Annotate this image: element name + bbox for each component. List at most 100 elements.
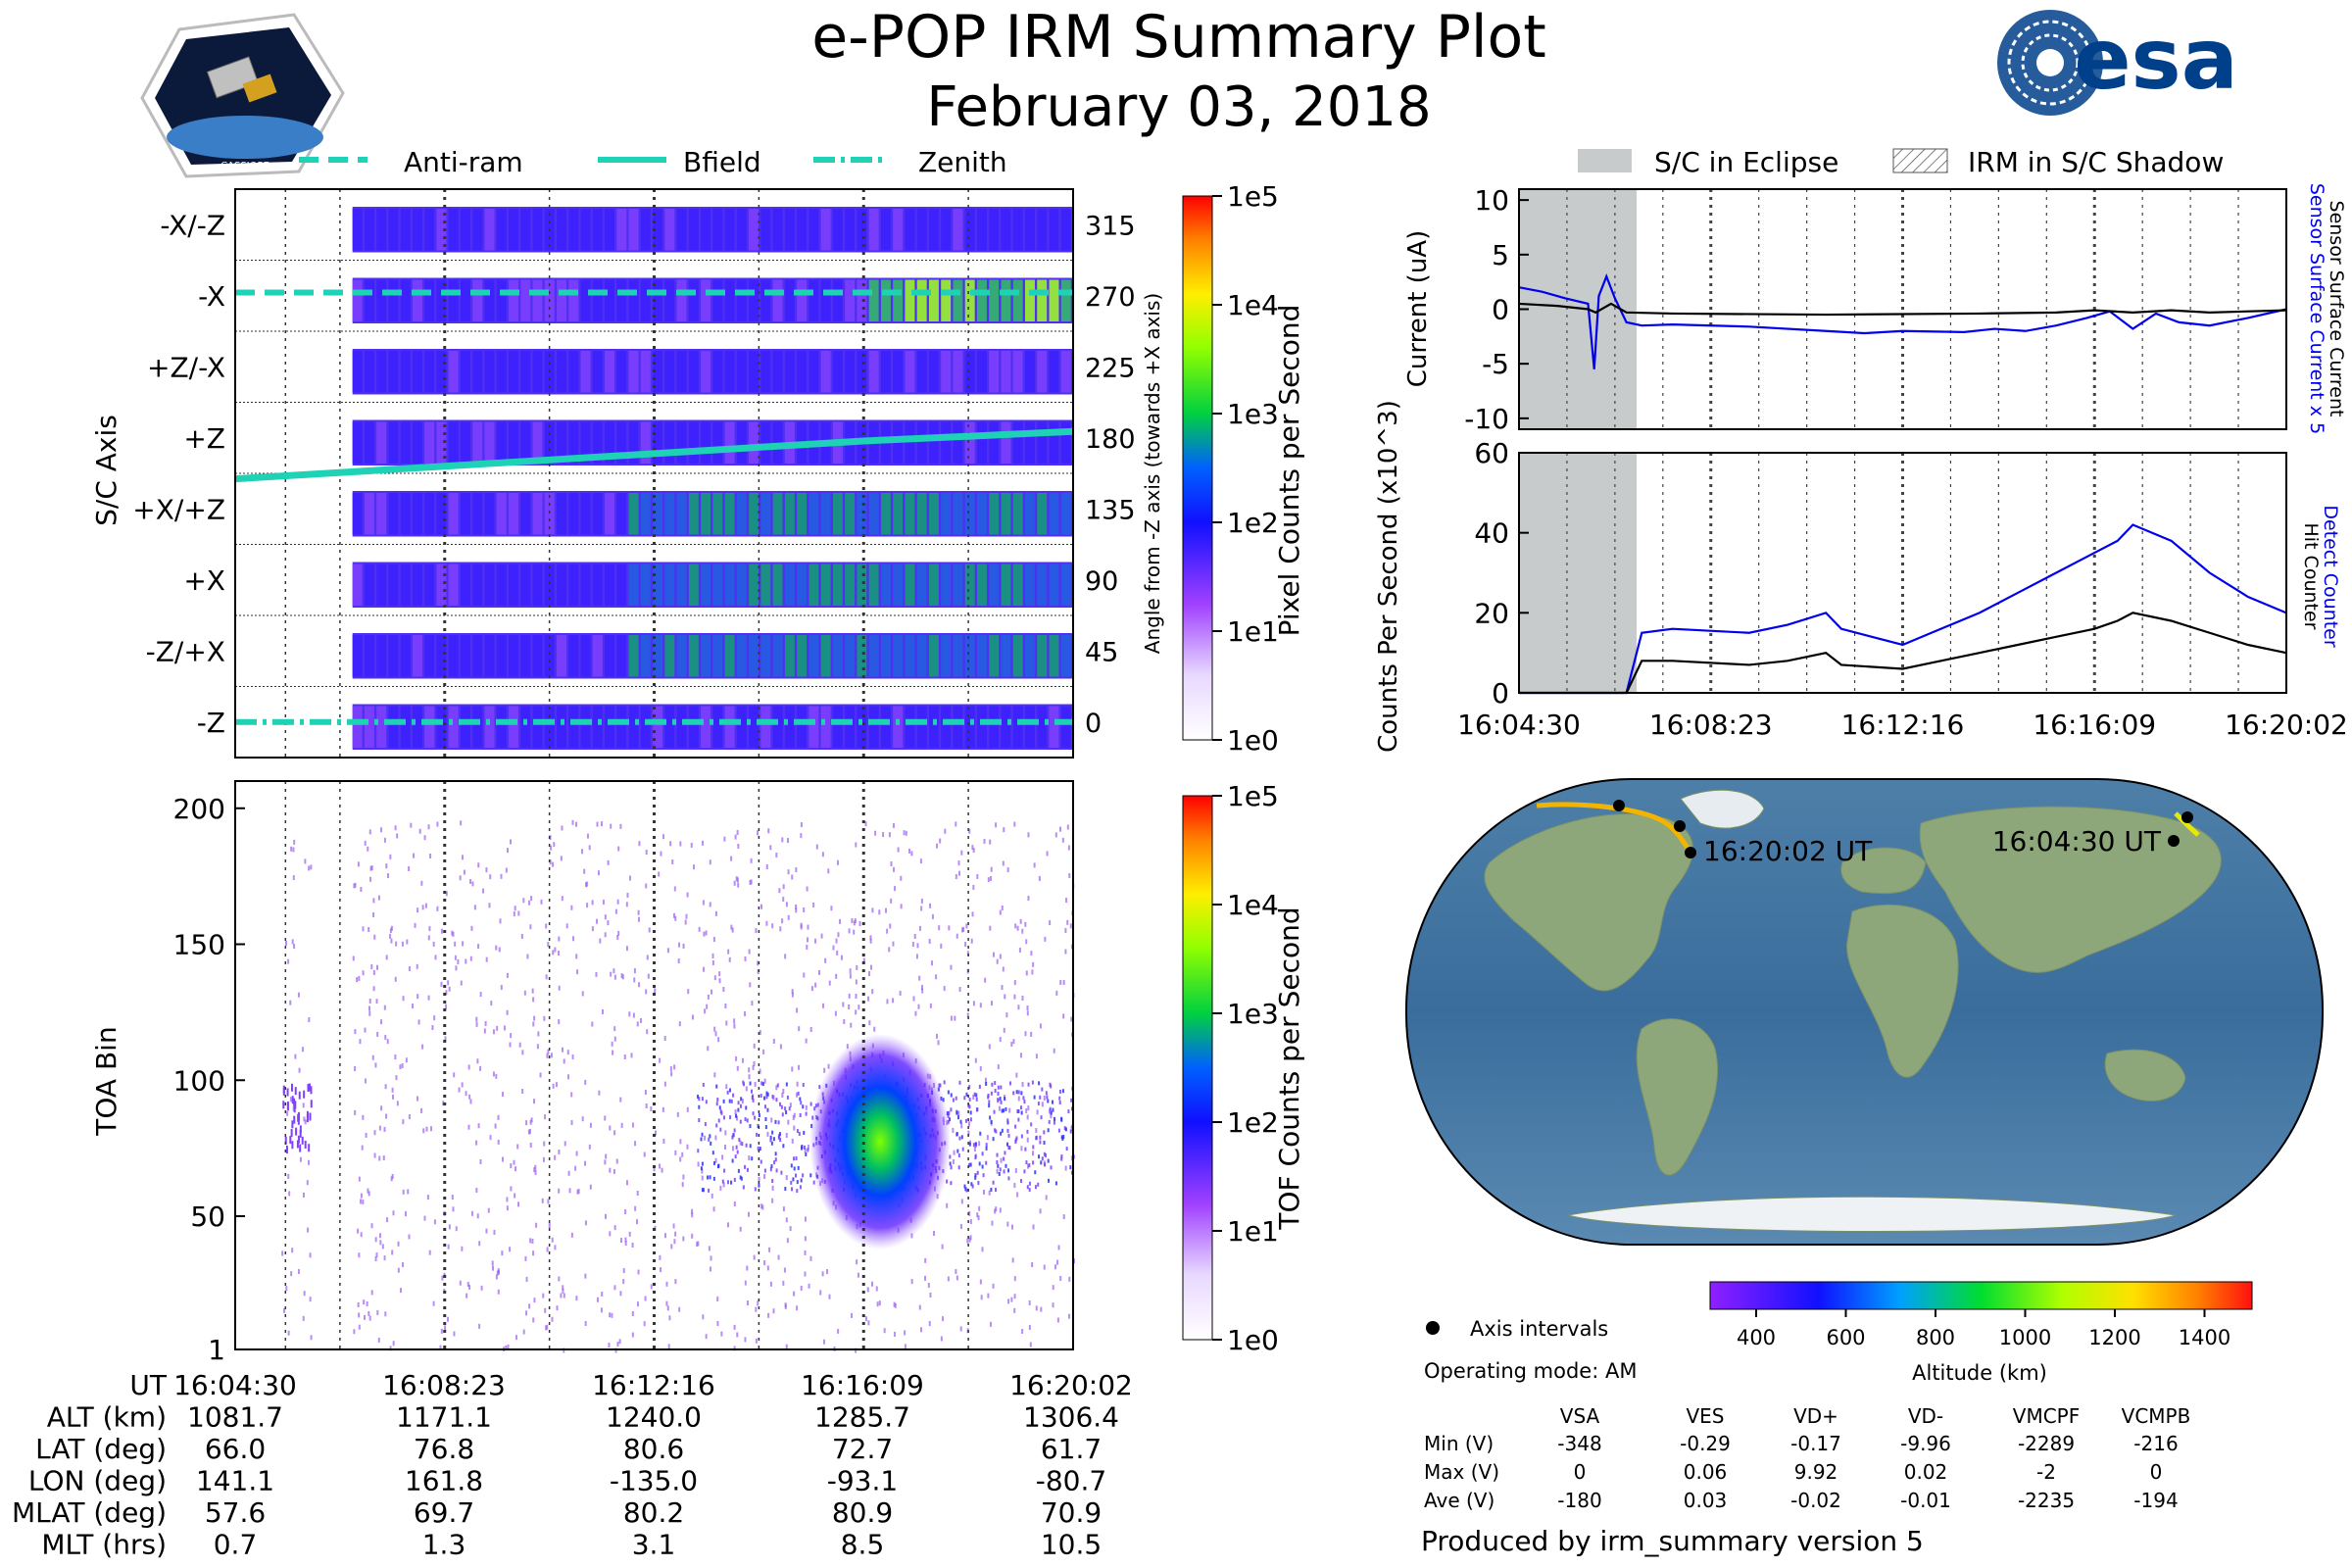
mission-logo: CASSIOPE bbox=[140, 13, 345, 178]
pixel-cell bbox=[749, 493, 760, 535]
tof-noise-dot bbox=[958, 870, 961, 876]
tof-noise-dot bbox=[299, 1156, 302, 1162]
tof-noise-dot bbox=[515, 1335, 518, 1341]
tof-noise-dot bbox=[580, 849, 583, 855]
tof-noise-dot bbox=[558, 936, 561, 942]
tof-noise-dot bbox=[497, 1114, 500, 1120]
tof-noise-dot bbox=[416, 1096, 418, 1102]
tof-noise-dot bbox=[471, 881, 474, 887]
tof-noise-dot bbox=[585, 882, 588, 888]
tof-band-dot bbox=[1003, 1108, 1005, 1113]
tof-noise-dot bbox=[996, 1168, 999, 1174]
tof-noise-dot bbox=[1057, 1245, 1060, 1250]
tof-band-dot bbox=[1034, 1170, 1037, 1175]
tof-early-dot bbox=[286, 1088, 289, 1097]
pixel-cell bbox=[352, 279, 363, 321]
tof-noise-dot bbox=[1043, 1264, 1046, 1270]
tof-band-dot bbox=[739, 1175, 742, 1180]
tof-noise-dot bbox=[591, 1021, 594, 1027]
tof-band-dot bbox=[752, 1098, 755, 1102]
pixel-cell bbox=[400, 564, 411, 606]
tof-noise-dot bbox=[368, 829, 371, 835]
pixel-cell bbox=[857, 279, 867, 321]
tof-noise-dot bbox=[950, 1015, 953, 1021]
tof-noise-dot bbox=[448, 986, 451, 992]
tof-noise-dot bbox=[292, 875, 295, 881]
tof-band-dot bbox=[775, 1168, 778, 1173]
tof-band-dot bbox=[760, 1094, 762, 1099]
tof-ylabel: TOA Bin bbox=[90, 1026, 122, 1136]
tof-noise-dot bbox=[545, 974, 548, 980]
pixel-cell bbox=[628, 564, 639, 606]
tof-noise-dot bbox=[609, 1312, 612, 1318]
pixel-cell bbox=[376, 706, 387, 748]
tof-noise-dot bbox=[371, 1054, 374, 1060]
tof-band-dot bbox=[996, 1160, 999, 1165]
tof-noise-dot bbox=[733, 880, 736, 886]
tof-band-dot bbox=[800, 1101, 803, 1105]
tof-band-dot bbox=[1004, 1097, 1006, 1102]
xtick-label: 16:04:30 bbox=[1457, 709, 1581, 741]
tof-noise-dot bbox=[452, 1206, 455, 1212]
tof-noise-dot bbox=[686, 1144, 689, 1150]
pixel-cell bbox=[905, 351, 915, 393]
tof-noise-dot bbox=[650, 1106, 653, 1112]
pixel-cell bbox=[953, 635, 963, 677]
tof-noise-dot bbox=[432, 941, 435, 947]
tof-band-dot bbox=[796, 1180, 799, 1185]
tof-noise-dot bbox=[775, 1085, 778, 1091]
tof-early-dot bbox=[284, 1136, 287, 1145]
tof-noise-dot bbox=[718, 971, 721, 977]
pixel-cell bbox=[472, 279, 483, 321]
tof-noise-dot bbox=[616, 934, 619, 940]
tof-noise-dot bbox=[730, 924, 733, 930]
pixel-cell bbox=[1001, 351, 1011, 393]
tof-noise-dot bbox=[402, 1119, 405, 1125]
tof-band-dot bbox=[956, 1110, 958, 1115]
tof-noise-dot bbox=[1043, 1095, 1046, 1101]
tof-noise-dot bbox=[1017, 1096, 1020, 1102]
tof-noise-dot bbox=[370, 1290, 373, 1296]
tof-noise-dot bbox=[785, 902, 788, 907]
tof-noise-dot bbox=[724, 1003, 727, 1008]
pixel-cell bbox=[808, 279, 819, 321]
tof-noise-dot bbox=[1024, 921, 1027, 927]
pixel-cell bbox=[568, 493, 579, 535]
tof-noise-dot bbox=[491, 1265, 494, 1271]
tof-noise-dot bbox=[1011, 1257, 1014, 1263]
pixel-cell bbox=[676, 421, 687, 464]
tof-noise-dot bbox=[984, 1077, 987, 1083]
tof-noise-dot bbox=[761, 1204, 764, 1210]
tof-noise-dot bbox=[1000, 1157, 1003, 1163]
tof-noise-dot bbox=[532, 997, 535, 1003]
pixel-cell bbox=[364, 564, 374, 606]
tof-noise-dot bbox=[610, 971, 612, 977]
pixel-cell bbox=[544, 564, 555, 606]
pixel-cell bbox=[880, 564, 891, 606]
tof-noise-dot bbox=[391, 1094, 394, 1100]
tof-band-dot bbox=[764, 1125, 767, 1130]
tof-band-dot bbox=[749, 1144, 752, 1149]
tof-band-dot bbox=[798, 1131, 801, 1136]
tof-noise-dot bbox=[894, 1302, 897, 1308]
tof-band-dot bbox=[1039, 1140, 1042, 1145]
tof-peak-blob bbox=[809, 1034, 951, 1250]
tof-band-dot bbox=[1003, 1156, 1005, 1161]
tof-noise-dot bbox=[941, 1244, 944, 1250]
tof-noise-dot bbox=[663, 1081, 666, 1087]
tof-noise-dot bbox=[509, 1042, 512, 1048]
tof-noise-dot bbox=[571, 819, 574, 825]
pixel-cell bbox=[964, 706, 975, 748]
tof-noise-dot bbox=[454, 955, 457, 960]
tof-noise-dot bbox=[787, 1119, 790, 1125]
pixel-cell bbox=[1049, 564, 1059, 606]
pixel-cell bbox=[460, 421, 470, 464]
tof-noise-dot bbox=[800, 924, 803, 930]
altitude-tick-label: 600 bbox=[1826, 1326, 1865, 1349]
tof-band-dot bbox=[992, 1180, 995, 1185]
tof-noise-dot bbox=[691, 1212, 694, 1218]
tof-band-dot bbox=[976, 1170, 979, 1175]
tof-noise-dot bbox=[495, 1274, 498, 1280]
tof-noise-dot bbox=[1003, 1027, 1005, 1033]
tof-noise-dot bbox=[1070, 944, 1073, 950]
